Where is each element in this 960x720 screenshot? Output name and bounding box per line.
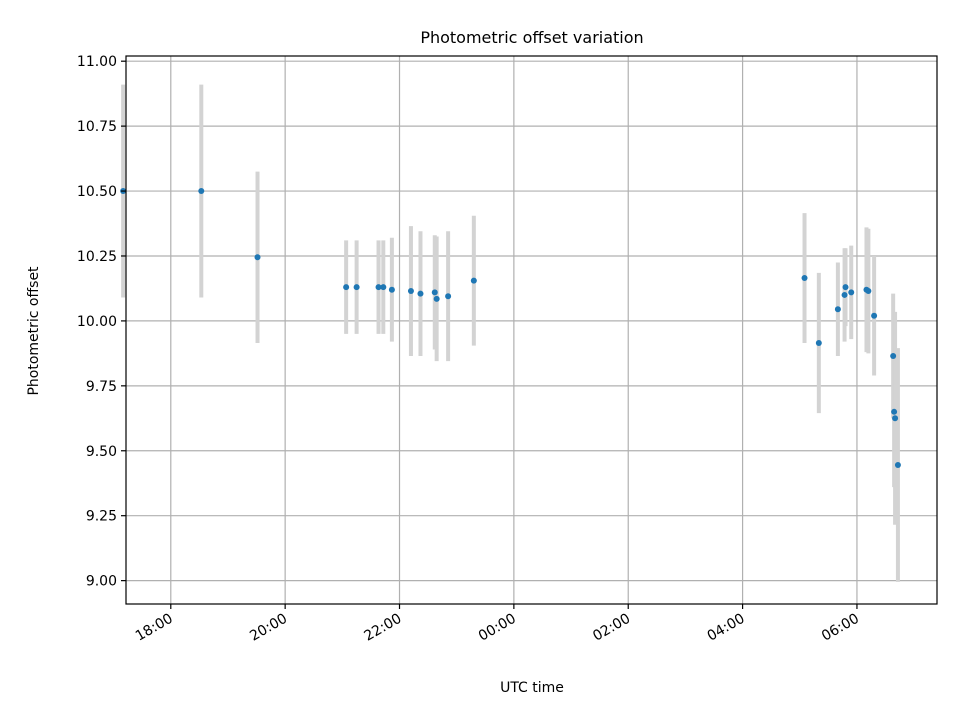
data-point <box>417 290 424 297</box>
data-point <box>815 339 822 346</box>
data-point <box>871 312 878 319</box>
data-point <box>865 288 872 295</box>
data-point <box>470 277 477 284</box>
data-point <box>353 284 360 291</box>
y-tick-label: 9.75 <box>86 379 117 395</box>
y-tick-label: 9.25 <box>86 509 117 525</box>
y-axis-ticks: 9.00 9.25 9.50 9.75 10.00 10.25 10.50 10.75 11.0… <box>77 54 126 590</box>
data-point <box>890 352 897 359</box>
data-point <box>841 291 848 298</box>
y-tick-label: 10.50 <box>77 184 117 200</box>
plot-frame <box>125 55 938 605</box>
y-tick-label: 10.00 <box>77 314 117 330</box>
data-point <box>445 293 452 300</box>
data-point <box>407 288 414 295</box>
data-point <box>254 254 261 261</box>
data-point <box>375 284 382 291</box>
y-axis-label: Photometric offset <box>26 266 42 396</box>
y-tick-label: 11.00 <box>77 54 117 70</box>
data-point <box>891 408 898 415</box>
y-tick-label: 10.75 <box>77 119 117 135</box>
data-point <box>433 295 440 302</box>
data-point <box>343 284 350 291</box>
data-point <box>834 306 841 313</box>
data-point <box>894 462 901 469</box>
chart-title: Photometric offset variation <box>420 28 643 47</box>
x-axis-ticks: 18:00 20:00 22:00 00:00 02:00 04:00 06:00 <box>133 604 862 645</box>
data-point <box>431 289 438 296</box>
data-point <box>801 275 808 282</box>
data-point <box>388 286 395 293</box>
data-points <box>120 188 901 469</box>
data-point <box>198 188 205 195</box>
grid-lines <box>126 56 937 604</box>
data-point <box>892 415 899 422</box>
y-tick-label: 9.00 <box>86 574 117 590</box>
data-point <box>842 284 849 291</box>
y-tick-label: 10.25 <box>77 249 117 265</box>
y-tick-label: 9.50 <box>86 444 117 460</box>
data-point <box>380 284 387 291</box>
data-point <box>848 289 855 296</box>
x-axis-label: UTC time <box>500 680 564 696</box>
